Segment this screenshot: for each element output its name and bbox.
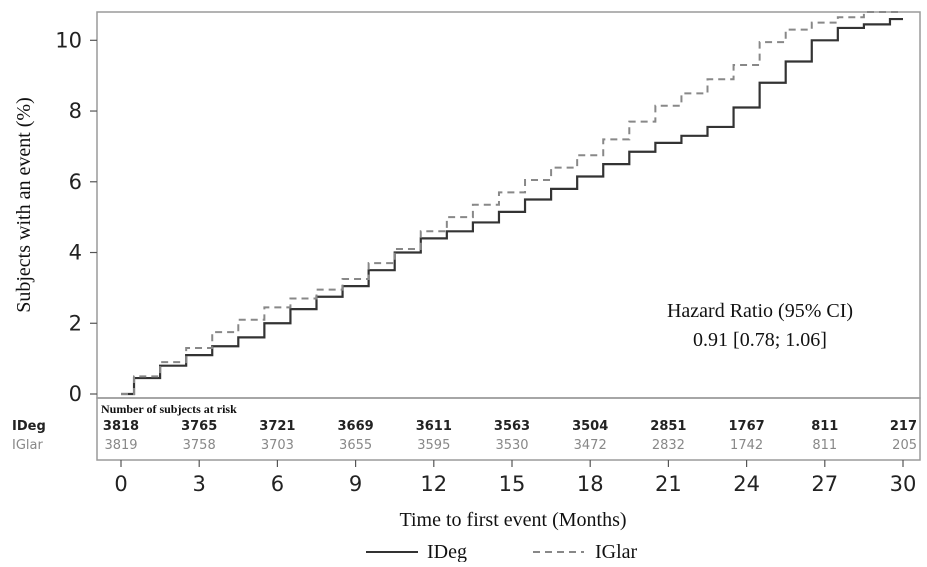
risk-table: IDeg 3818 3765 3721 3669 3611 3563 3504 2851 1767… <box>12 419 917 453</box>
risk-cell: 2832 <box>652 438 685 453</box>
x-tick-label: 24 <box>733 472 760 496</box>
x-axis-ticks: 0 3 6 9 12 15 18 21 24 27 30 <box>114 460 916 496</box>
risk-cell: 3472 <box>574 438 607 453</box>
x-tick-label: 12 <box>420 472 447 496</box>
risk-cell: 3703 <box>261 438 294 453</box>
risk-cell: 3765 <box>181 419 217 434</box>
x-tick-label: 21 <box>655 472 682 496</box>
risk-table-frame <box>96 397 921 461</box>
y-axis-ticks: 0 2 4 6 8 10 <box>55 28 97 406</box>
risk-cell: 217 <box>890 419 917 434</box>
y-tick-label: 0 <box>69 382 82 406</box>
x-tick-label: 0 <box>114 472 127 496</box>
risk-cell: 2851 <box>650 419 686 434</box>
risk-cell: 3655 <box>339 438 372 453</box>
risk-cell: 3669 <box>338 419 374 434</box>
risk-cell: 811 <box>811 419 838 434</box>
risk-cell: 3530 <box>495 438 528 453</box>
x-axis-label: Time to first event (Months) <box>399 509 626 531</box>
risk-cell: 3721 <box>259 419 295 434</box>
y-tick-label: 2 <box>69 311 82 335</box>
y-tick-label: 4 <box>69 241 82 265</box>
y-tick-label: 8 <box>69 99 82 123</box>
risk-cell: 205 <box>892 438 917 453</box>
risk-cell: 3563 <box>494 419 530 434</box>
x-tick-label: 15 <box>499 472 526 496</box>
x-tick-label: 27 <box>811 472 838 496</box>
hazard-ratio-title: Hazard Ratio (95% CI) <box>667 300 853 322</box>
risk-cell: 3611 <box>416 419 452 434</box>
risk-cell: 1742 <box>730 438 763 453</box>
y-tick-label: 10 <box>55 28 82 52</box>
risk-cell: 3504 <box>572 419 608 434</box>
risk-row-label-ideg: IDeg <box>12 419 46 434</box>
x-tick-label: 18 <box>577 472 604 496</box>
x-tick-label: 9 <box>349 472 362 496</box>
risk-cell: 811 <box>812 438 837 453</box>
legend-iglar-label: IGlar <box>595 541 638 562</box>
risk-cell: 3758 <box>183 438 216 453</box>
x-tick-label: 6 <box>271 472 284 496</box>
risk-row-label-iglar: IGlar <box>12 438 43 453</box>
y-tick-label: 6 <box>69 170 82 194</box>
series-layer <box>121 11 903 396</box>
risk-cell: 3595 <box>417 438 450 453</box>
risk-cell: 3818 <box>103 419 139 434</box>
risk-cell: 3819 <box>104 438 137 453</box>
legend-ideg-label: IDeg <box>427 541 467 562</box>
y-axis-label: Subjects with an event (%) <box>13 97 35 313</box>
hazard-ratio-value: 0.91 [0.78; 1.06] <box>693 329 827 351</box>
risk-table-title: Number of subjects at risk <box>101 402 237 416</box>
legend: IDeg IGlar <box>366 541 638 563</box>
risk-cell: 1767 <box>729 419 765 434</box>
series-line-ideg <box>121 17 903 396</box>
x-tick-label: 30 <box>890 472 917 496</box>
x-tick-label: 3 <box>193 472 206 496</box>
